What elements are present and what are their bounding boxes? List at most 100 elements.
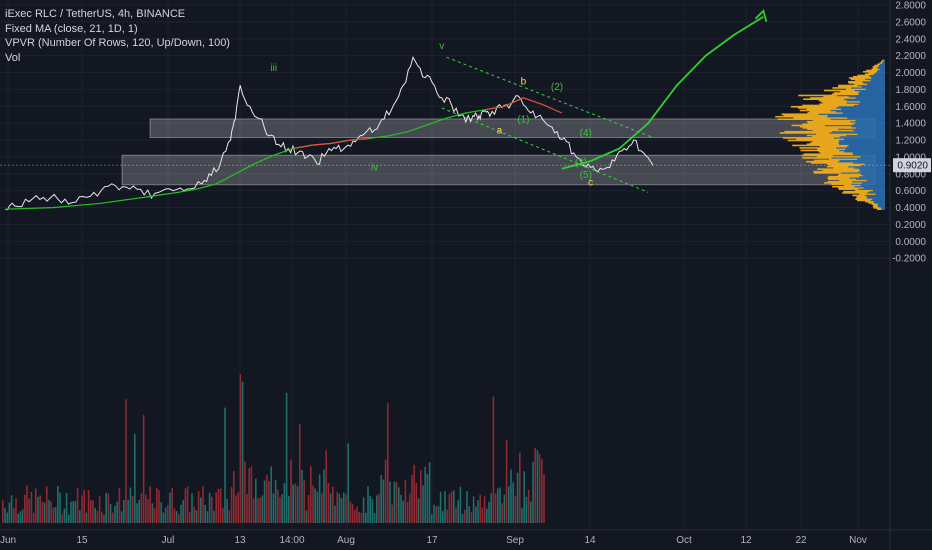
volume-bar: [389, 481, 391, 523]
volume-bar: [145, 494, 147, 523]
x-tick-label: 14:00: [279, 535, 304, 546]
vpvr-down-row: [827, 180, 853, 183]
vpvr-down-row: [855, 198, 873, 200]
volume-bar: [13, 507, 15, 523]
volume-bar: [415, 482, 418, 523]
volume-bar: [281, 494, 283, 523]
vpvr-down-row: [784, 130, 833, 133]
volume-bar: [411, 475, 413, 523]
volume-bar: [422, 485, 424, 523]
vpvr-down-row: [868, 72, 876, 74]
vpvr-down-row: [833, 92, 859, 94]
y-tick-label: 2.6000: [895, 17, 926, 28]
volume-bar: [530, 501, 532, 523]
vpvr-down-row: [791, 124, 825, 127]
vpvr-down-row: [865, 200, 874, 203]
volume-bar: [219, 488, 222, 523]
y-tick-label: 1.2000: [895, 136, 926, 147]
vpvr-up-row: [848, 95, 885, 98]
volume-bar: [211, 496, 213, 523]
volume-bar: [486, 508, 488, 523]
vpvr-down-row: [802, 104, 855, 107]
volume-bar: [35, 488, 37, 523]
volume-bar: [103, 514, 105, 523]
vpvr-up-row: [854, 185, 885, 188]
volume-bar: [10, 495, 13, 523]
vpvr-down-row: [833, 167, 855, 169]
volume-bar: [490, 493, 492, 523]
wave-label: a: [497, 125, 503, 136]
vpvr-up-row: [855, 178, 885, 180]
volume-bar: [310, 466, 312, 523]
vpvr-down-row: [820, 100, 861, 103]
volume-bar: [492, 396, 495, 523]
vpvr-up-row: [852, 162, 885, 164]
volume-bar: [118, 487, 121, 523]
x-tick-label: 13: [234, 535, 246, 546]
vpvr-down-row: [877, 208, 882, 210]
volume-bar: [81, 495, 83, 523]
vpvr-up-row: [873, 200, 885, 203]
volume-bar: [250, 466, 253, 523]
vpvr-down-row: [828, 175, 859, 178]
volume-bar: [290, 459, 292, 523]
vpvr-down-row: [799, 109, 831, 112]
volume-bar: [358, 511, 360, 523]
symbol-title[interactable]: iExec RLC / TetherUS, 4h, BINANCE: [5, 8, 186, 20]
vpvr-down-row: [810, 162, 853, 164]
volume-bar: [349, 501, 352, 523]
y-tick-label: 0.2000: [895, 220, 926, 231]
volume-bar: [334, 505, 336, 523]
volume-bar: [162, 512, 165, 523]
price-axis[interactable]: 2.8000 2.6000 2.4000 2.2000 2.0000 1.8000 1.60…: [889, 0, 926, 550]
x-tick-label: Jul: [162, 535, 175, 546]
vpvr-up-row: [869, 190, 885, 193]
vpvr-up-row: [847, 145, 885, 148]
volume-bar: [446, 509, 448, 523]
vpvr-up-row: [866, 197, 885, 199]
vpvr-down-row: [806, 120, 851, 123]
volume-bar: [483, 496, 486, 523]
vpvr-indicator-label[interactable]: VPVR (Number Of Rows, 120, Up/Down, 100): [5, 37, 230, 49]
volume-bar: [270, 466, 272, 523]
volume-bar: [129, 487, 132, 523]
volume-bar: [382, 479, 385, 523]
vpvr-up-row: [836, 110, 885, 113]
resistance-zone: [149, 118, 876, 139]
vpvr-up-row: [863, 187, 885, 189]
projection-arrowhead: [754, 9, 768, 23]
volume-bar: [343, 492, 345, 523]
vpvr-down-row: [854, 83, 868, 86]
vpvr-up-row: [836, 107, 885, 109]
volume-bar: [259, 497, 261, 523]
ma-indicator-label[interactable]: Fixed MA (close, 21, 1D, 1): [5, 22, 138, 35]
volume-bar: [186, 486, 189, 523]
volume-bar: [431, 514, 433, 523]
volume-bar: [237, 492, 239, 523]
vpvr-down-row: [802, 123, 854, 126]
volume-bar: [413, 464, 415, 523]
volume-bar: [505, 439, 508, 523]
vpvr-up-row: [855, 119, 885, 122]
vpvr-down-row: [803, 98, 845, 101]
volume-bar: [153, 508, 156, 523]
vpvr-down-row: [872, 67, 878, 69]
vpvr-up-row: [875, 72, 885, 74]
vpvr-down-row: [816, 155, 861, 158]
volume-indicator-label[interactable]: Vol: [5, 51, 21, 64]
volume-bar: [488, 501, 490, 523]
support-zone: [121, 154, 876, 186]
time-axis[interactable]: Jun 15 Jul 13 14:00 Aug 17 Sep 14 Oct 12 22 Nov: [0, 529, 932, 546]
volume-bar: [125, 399, 127, 523]
volume-bar: [466, 491, 468, 523]
vpvr-up-row: [871, 77, 885, 79]
volume-bar: [406, 501, 409, 523]
vpvr-down-row: [796, 138, 845, 140]
vpvr-down-row: [777, 118, 831, 121]
volume-bar: [21, 509, 24, 523]
volume-bar: [63, 508, 66, 523]
vpvr-up-row: [865, 194, 885, 197]
volume-bar: [158, 490, 160, 523]
